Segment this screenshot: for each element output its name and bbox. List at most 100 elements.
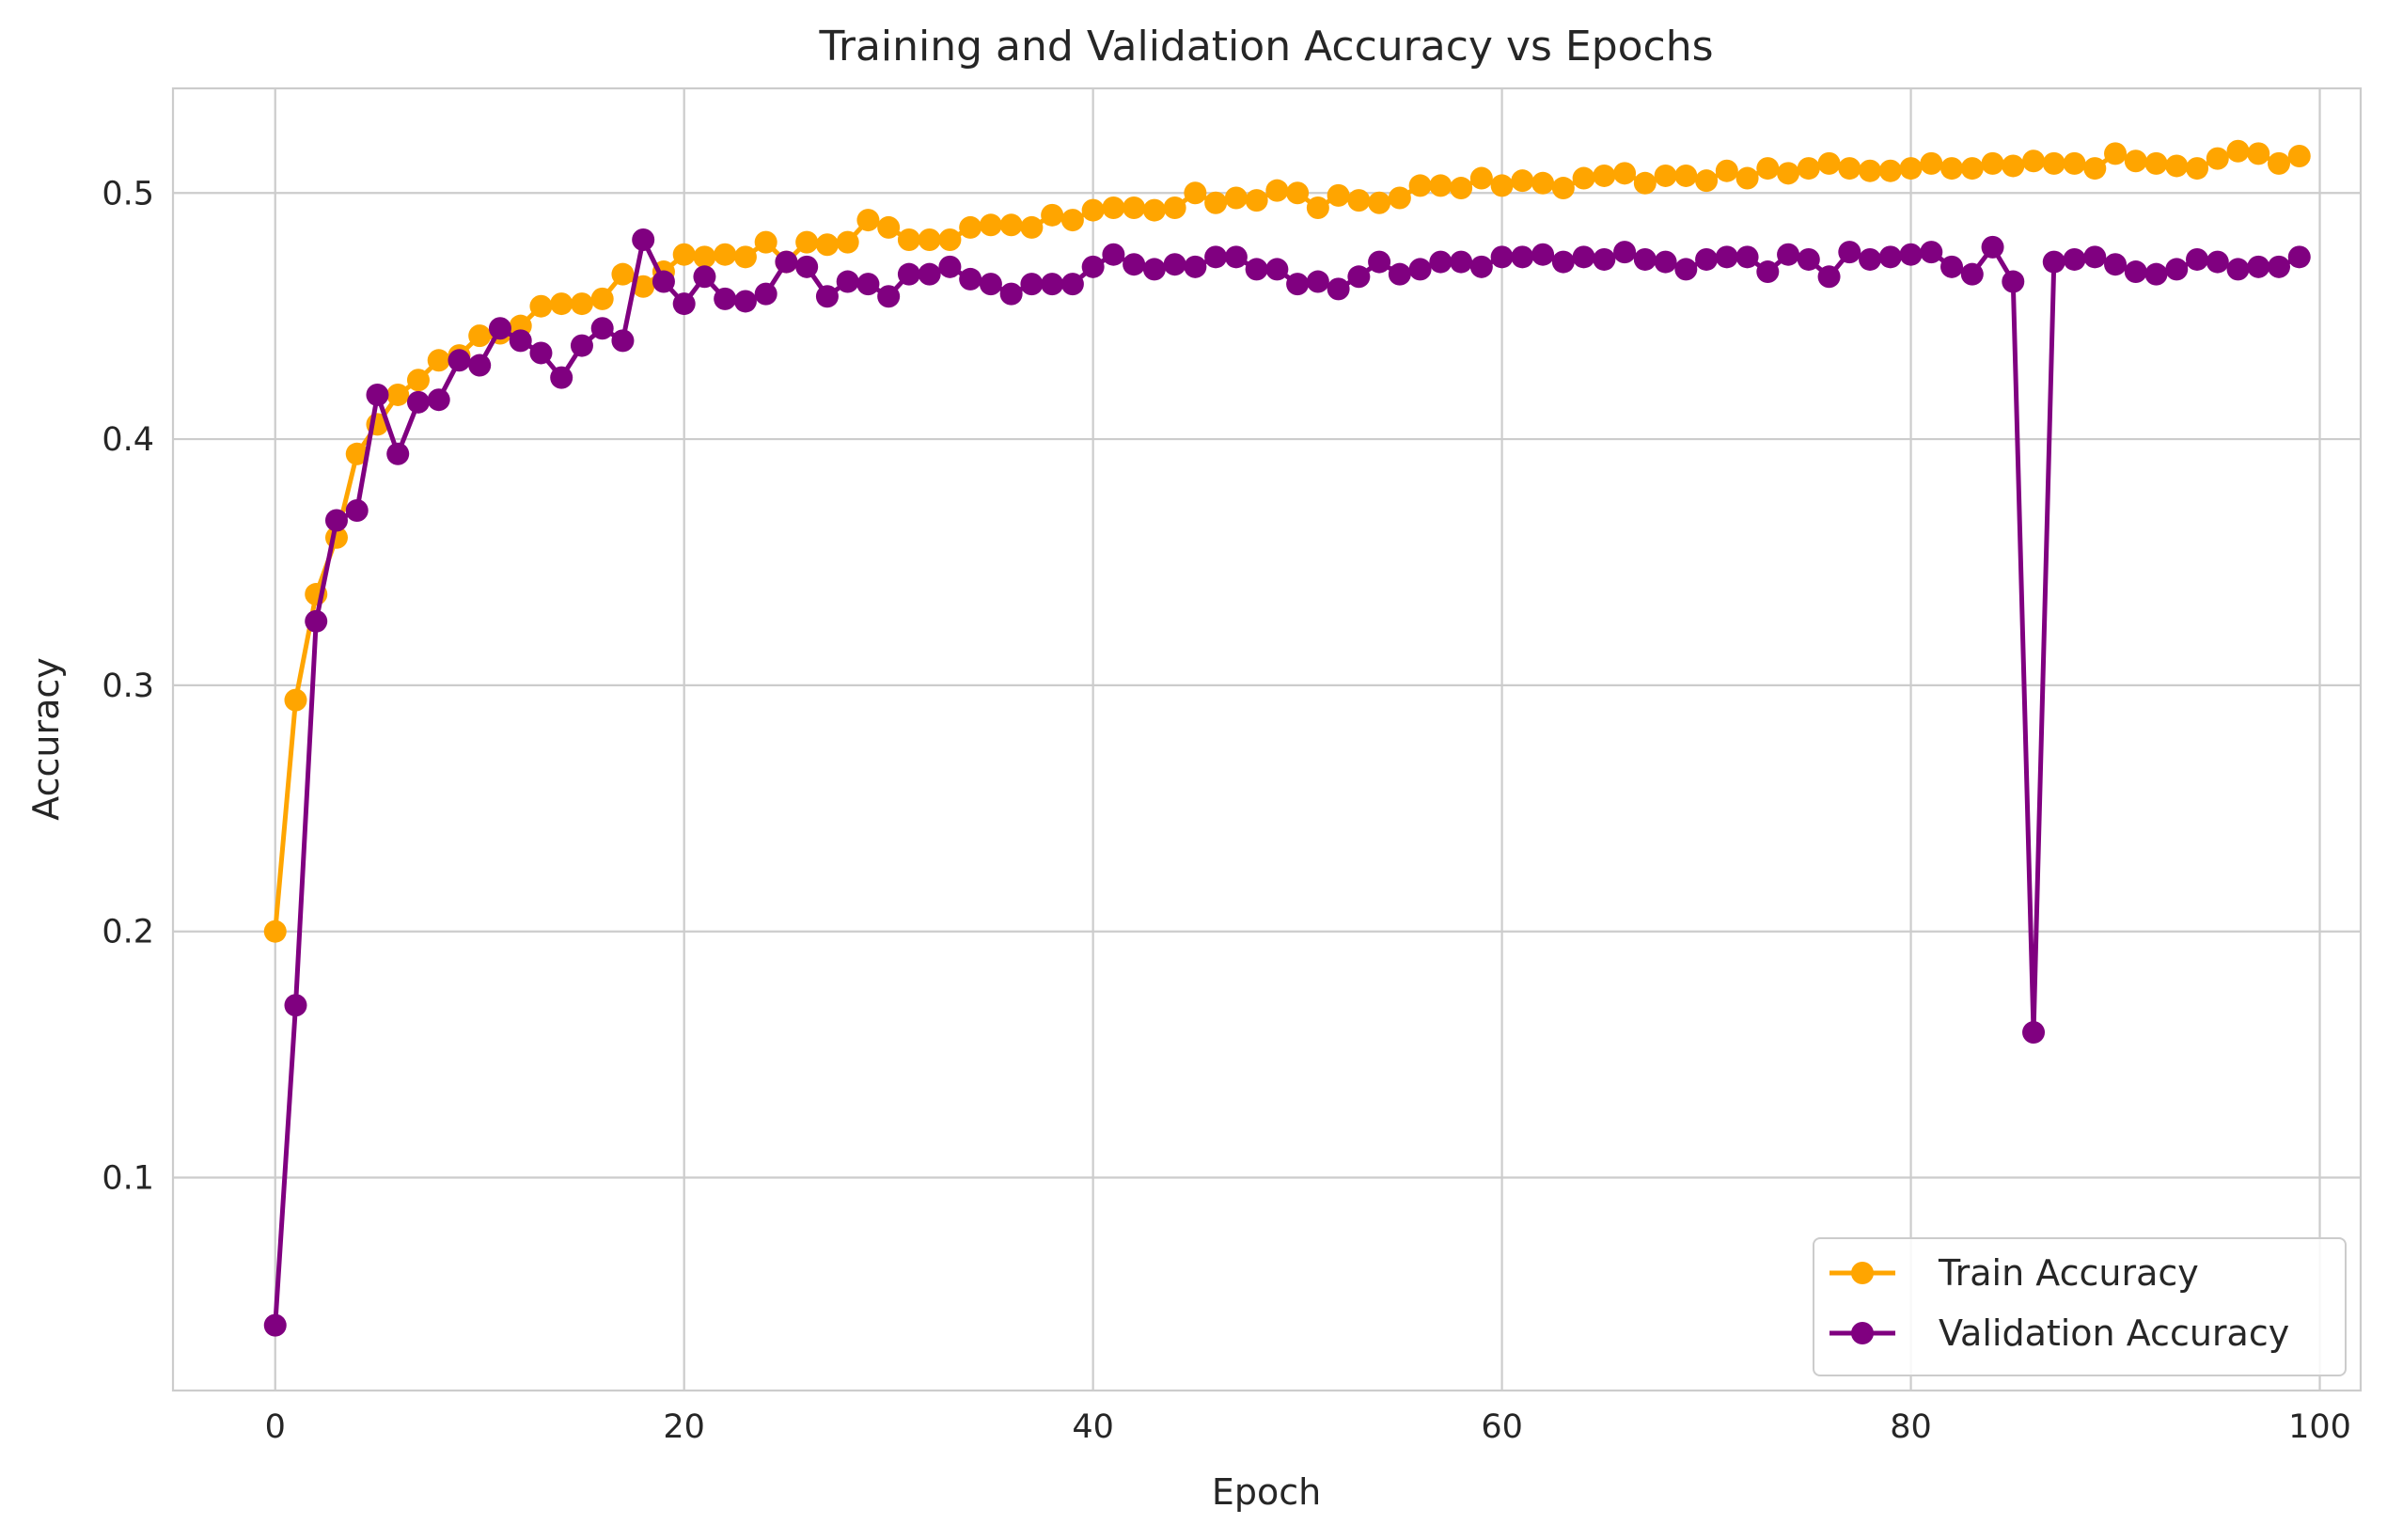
validation-accuracy-point (2186, 247, 2209, 271)
train-accuracy-point (1469, 166, 1493, 190)
validation-accuracy-point (509, 329, 532, 353)
validation-accuracy-point (345, 499, 369, 523)
train-accuracy-point (1041, 203, 1064, 227)
validation-accuracy-point (550, 366, 573, 389)
train-accuracy-point (1695, 169, 1719, 193)
legend-train-marker (1851, 1262, 1874, 1284)
validation-accuracy-point (1204, 245, 1228, 269)
validation-accuracy-point (1572, 245, 1595, 269)
validation-accuracy-point (1654, 250, 1677, 274)
train-accuracy-point (611, 262, 635, 286)
validation-accuracy-point (2002, 270, 2025, 293)
validation-accuracy-point (1859, 247, 1882, 271)
train-accuracy-point (1347, 189, 1371, 212)
validation-accuracy-point (1920, 241, 1943, 264)
validation-accuracy-point (2042, 250, 2065, 274)
train-accuracy-point (2186, 157, 2209, 181)
validation-accuracy-point (1450, 250, 1473, 274)
validation-accuracy-point (877, 285, 901, 308)
train-accuracy-point (693, 245, 716, 269)
validation-accuracy-point (406, 390, 430, 414)
y-tick-label: 0.5 (102, 175, 154, 212)
validation-accuracy-point (1695, 247, 1719, 271)
validation-accuracy-point (263, 1313, 287, 1337)
validation-accuracy-point (284, 994, 307, 1017)
train-accuracy-point (1838, 157, 1861, 181)
train-accuracy-point (263, 919, 287, 943)
train-accuracy-point (2247, 142, 2270, 165)
train-accuracy-point (1020, 215, 1044, 239)
validation-accuracy-point (570, 334, 593, 357)
validation-accuracy-point (2022, 1021, 2046, 1045)
legend-item-train: Train Accuracy (1830, 1252, 2199, 1294)
series-train-accuracy (263, 139, 2311, 943)
validation-accuracy-point (1142, 258, 1166, 281)
validation-accuracy-point (488, 317, 511, 340)
validation-accuracy-point (979, 273, 1002, 296)
validation-accuracy-point (2083, 245, 2107, 269)
validation-accuracy-point (1123, 253, 1146, 276)
validation-accuracy-point (672, 292, 696, 316)
train-accuracy-point (979, 213, 1002, 237)
train-accuracy-point (754, 230, 777, 254)
train-accuracy-point (1633, 171, 1657, 195)
validation-accuracy-point (1960, 262, 1984, 286)
train-accuracy-point (2206, 147, 2229, 170)
train-accuracy-point (836, 230, 859, 254)
validation-accuracy-point (999, 282, 1023, 306)
train-accuracy-point (1735, 166, 1759, 190)
series-layer (263, 139, 2311, 1337)
chart-title: Training and Validation Accuracy vs Epoc… (818, 23, 1713, 71)
validation-accuracy-point (775, 250, 798, 274)
validation-accuracy-point (1081, 255, 1105, 278)
validation-accuracy-point (427, 388, 450, 412)
y-tick-label: 0.3 (102, 668, 154, 705)
validation-accuracy-point (2165, 258, 2189, 281)
train-accuracy-point (2002, 154, 2025, 178)
x-tick-label: 0 (265, 1408, 286, 1446)
train-accuracy-point (1960, 157, 1984, 181)
validation-accuracy-point (1531, 243, 1555, 266)
validation-accuracy-point (611, 329, 635, 353)
validation-accuracy-point (632, 228, 655, 252)
train-accuracy-point (2124, 149, 2147, 173)
train-accuracy-point (550, 292, 573, 316)
train-accuracy-point (2083, 157, 2107, 181)
legend-item-validation: Validation Accuracy (1830, 1312, 2289, 1354)
validation-accuracy-point (1674, 258, 1698, 281)
validation-accuracy-point (1102, 243, 1125, 266)
train-accuracy-point (1060, 209, 1084, 232)
validation-accuracy-point (324, 509, 348, 532)
train-accuracy-point (1940, 157, 1964, 181)
train-accuracy-point (1613, 162, 1637, 185)
validation-accuracy-point (2287, 245, 2311, 269)
legend: Train Accuracy Validation Accuracy (1813, 1237, 2347, 1376)
validation-accuracy-point (795, 255, 819, 278)
validation-accuracy-point (1797, 247, 1820, 271)
validation-accuracy-point (1613, 241, 1637, 264)
train-accuracy-point (2022, 149, 2046, 173)
train-accuracy-point (938, 228, 962, 252)
train-accuracy-point (1899, 157, 1923, 181)
train-accuracy-point (1429, 174, 1453, 197)
train-accuracy-point (1265, 179, 1289, 202)
validation-accuracy-point (1469, 255, 1493, 278)
train-accuracy-point (1715, 159, 1738, 182)
train-accuracy-point (2226, 139, 2250, 163)
train-accuracy-point (1859, 159, 1882, 182)
train-accuracy-point (1756, 157, 1780, 181)
train-accuracy-point (1224, 186, 1248, 210)
validation-accuracy-point (1347, 265, 1371, 289)
validation-accuracy-point (2063, 247, 2086, 271)
validation-accuracy-point (2226, 258, 2250, 281)
validation-accuracy-point (733, 290, 757, 313)
validation-accuracy-point (693, 265, 716, 289)
validation-accuracy-point (856, 273, 880, 296)
validation-accuracy-point (1388, 262, 1411, 286)
train-accuracy-point (2144, 151, 2168, 175)
train-accuracy-point (406, 369, 430, 392)
train-accuracy-point (897, 228, 920, 252)
train-accuracy-point (1184, 181, 1207, 205)
train-accuracy-point (1593, 164, 1616, 187)
validation-accuracy-point (529, 341, 553, 365)
